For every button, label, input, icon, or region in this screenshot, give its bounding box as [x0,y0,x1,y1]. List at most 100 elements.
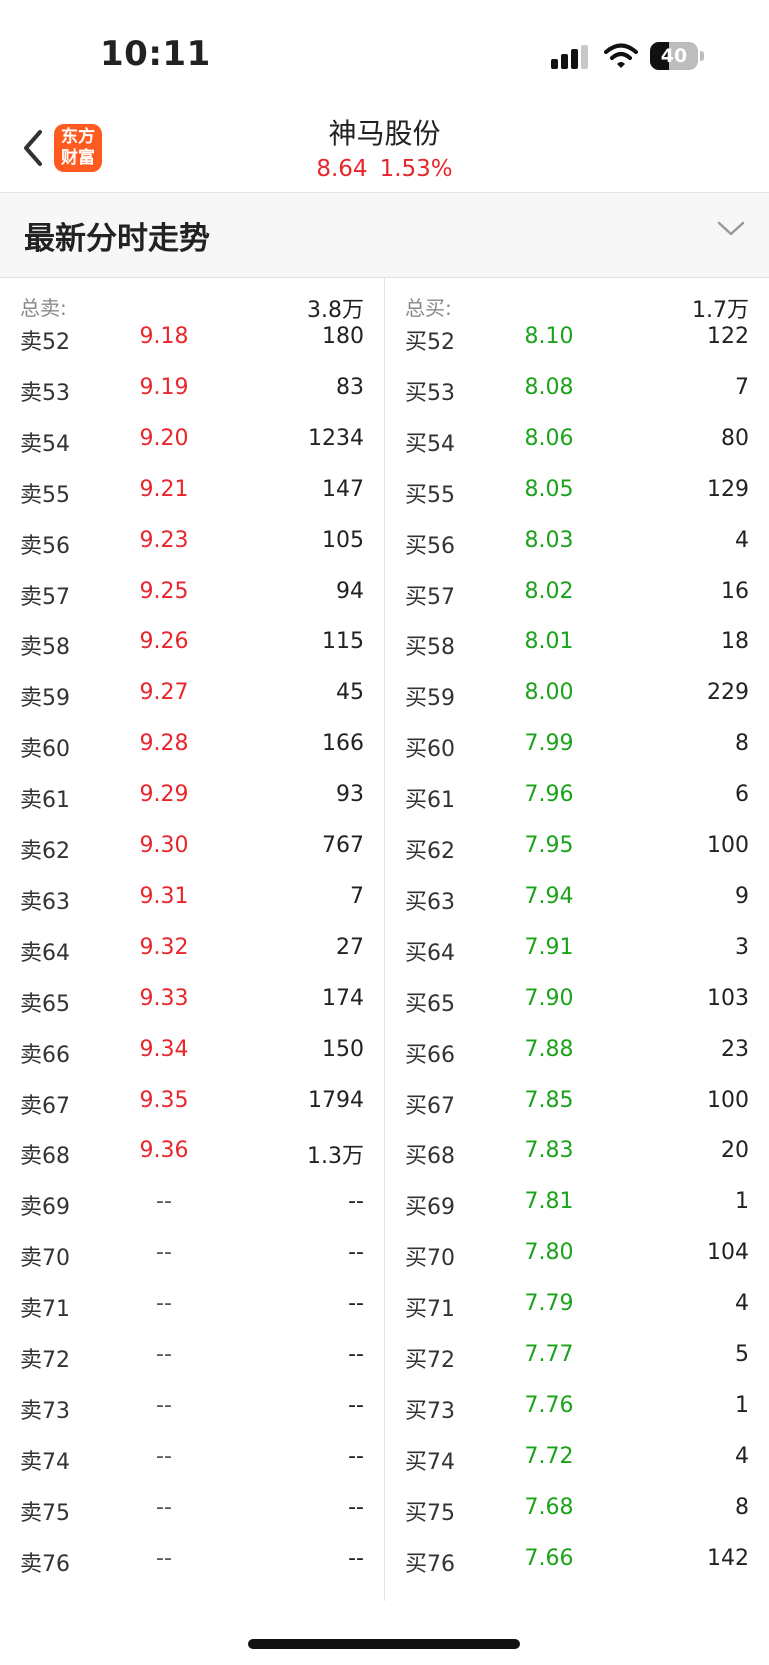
buy-level-row[interactable]: 买74 7.72 4 [385,1432,769,1482]
sell-level-label: 卖56 [20,533,70,559]
buy-level-price: 8.02 [524,578,574,604]
buy-level-volume: 20 [721,1138,749,1164]
buy-level-row[interactable]: 买55 8.05 129 [385,465,769,515]
sell-level-price: 9.18 [139,324,189,349]
sell-level-row[interactable]: 卖59 9.27 45 [0,668,384,718]
sell-level-row[interactable]: 卖68 9.36 1.3万 [0,1126,384,1176]
sell-level-row[interactable]: 卖71 -- -- [0,1279,384,1329]
sell-level-row[interactable]: 卖66 9.34 150 [0,1025,384,1075]
buy-level-volume: 16 [721,578,749,604]
sell-level-row[interactable]: 卖67 9.35 1794 [0,1076,384,1126]
sell-level-row[interactable]: 卖58 9.26 115 [0,617,384,667]
back-button[interactable] [18,126,48,170]
buy-level-price: 7.81 [524,1189,574,1215]
buy-level-volume: 142 [707,1545,749,1571]
sell-level-price: -- [156,1342,172,1367]
buy-level-row[interactable]: 买61 7.96 6 [385,770,769,820]
sell-level-label: 卖58 [20,635,70,661]
sell-level-volume: -- [348,1342,364,1367]
sell-level-row[interactable]: 卖64 9.32 27 [0,923,384,973]
buy-level-row[interactable]: 买69 7.81 1 [385,1177,769,1227]
buy-level-row[interactable]: 买60 7.99 8 [385,719,769,769]
sell-level-row[interactable]: 卖73 -- -- [0,1381,384,1431]
sell-level-label: 卖65 [20,991,70,1017]
buy-level-row[interactable]: 买58 8.01 18 [385,617,769,667]
buy-level-row[interactable]: 买59 8.00 229 [385,668,769,718]
sell-level-row[interactable]: 卖72 -- -- [0,1330,384,1380]
sell-level-price: 9.28 [139,731,189,757]
app-logo[interactable]: 东方 财富 [54,124,102,172]
stock-change-pct: 1.53% [379,156,453,182]
sell-level-label: 卖53 [20,380,70,406]
buy-level-row[interactable]: 买52 8.10 122 [385,312,769,362]
buy-level-row[interactable]: 买62 7.95 100 [385,821,769,871]
buy-level-row[interactable]: 买73 7.76 1 [385,1381,769,1431]
buy-level-row[interactable]: 买67 7.85 100 [385,1076,769,1126]
sell-level-price: 9.35 [139,1087,189,1113]
chevron-down-icon[interactable] [716,219,746,239]
buy-level-label: 买64 [405,940,455,966]
sell-level-row[interactable]: 卖52 9.18 180 [0,312,384,362]
section-header[interactable]: 最新分时走势 [0,193,769,278]
buy-level-row[interactable]: 买56 8.03 4 [385,516,769,566]
sell-level-row[interactable]: 卖74 -- -- [0,1432,384,1482]
buy-level-row[interactable]: 买66 7.88 23 [385,1025,769,1075]
sell-level-volume: 150 [322,1036,364,1062]
sell-level-label: 卖52 [20,330,70,355]
buy-level-row[interactable]: 买72 7.77 5 [385,1330,769,1380]
buy-level-volume: 4 [735,1443,749,1469]
sell-level-label: 卖71 [20,1297,70,1323]
buy-level-row[interactable]: 买68 7.83 20 [385,1126,769,1176]
buy-level-label: 买53 [405,380,455,406]
sell-level-label: 卖76 [20,1551,70,1577]
sell-level-volume: 1794 [308,1087,364,1113]
buy-level-label: 买76 [405,1551,455,1577]
sell-level-row[interactable]: 卖76 -- -- [0,1534,384,1584]
section-title: 最新分时走势 [24,221,210,257]
buy-level-row[interactable]: 买70 7.80 104 [385,1228,769,1278]
buy-level-row[interactable]: 买75 7.68 8 [385,1483,769,1533]
home-indicator [248,1639,520,1649]
sell-level-row[interactable]: 卖65 9.33 174 [0,974,384,1024]
buy-level-row[interactable]: 买63 7.94 9 [385,872,769,922]
sell-level-row[interactable]: 卖62 9.30 767 [0,821,384,871]
buy-level-row[interactable]: 买53 8.08 7 [385,363,769,413]
buy-level-price: 7.99 [524,731,574,757]
sell-level-row[interactable]: 卖75 -- -- [0,1483,384,1533]
sell-level-row[interactable]: 卖53 9.19 83 [0,363,384,413]
buy-level-volume: 1 [735,1392,749,1418]
sell-level-row[interactable]: 卖61 9.29 93 [0,770,384,820]
sell-level-label: 卖66 [20,1042,70,1068]
sell-level-row[interactable]: 卖54 9.20 1234 [0,414,384,464]
buy-level-price: 8.00 [524,680,574,706]
buy-level-label: 买74 [405,1449,455,1475]
buy-level-row[interactable]: 买54 8.06 80 [385,414,769,464]
sell-level-label: 卖69 [20,1195,70,1221]
sell-total-value: 3.8万 [307,298,364,323]
buy-level-price: 7.91 [524,934,574,960]
sell-level-volume: 94 [336,578,364,604]
sell-level-row[interactable]: 卖56 9.23 105 [0,516,384,566]
sell-level-volume: 93 [336,782,364,808]
buy-level-price: 7.90 [524,985,574,1011]
sell-level-row[interactable]: 卖69 -- -- [0,1177,384,1227]
buy-level-row[interactable]: 买76 7.66 142 [385,1534,769,1584]
buy-level-label: 买69 [405,1195,455,1221]
sell-level-row[interactable]: 卖55 9.21 147 [0,465,384,515]
buy-level-row[interactable]: 买64 7.91 3 [385,923,769,973]
sell-level-volume: 174 [322,985,364,1011]
sell-level-price: -- [156,1240,172,1266]
sell-level-row[interactable]: 卖70 -- -- [0,1228,384,1278]
buy-level-row[interactable]: 买65 7.90 103 [385,974,769,1024]
buy-level-price: 7.83 [524,1138,574,1164]
buy-level-row[interactable]: 买57 8.02 16 [385,567,769,617]
buy-level-label: 买67 [405,1093,455,1119]
sell-level-row[interactable]: 卖60 9.28 166 [0,719,384,769]
sell-level-price: -- [156,1443,172,1469]
buy-level-label: 买63 [405,889,455,915]
sell-level-price: 9.33 [139,985,189,1011]
sell-level-row[interactable]: 卖57 9.25 94 [0,567,384,617]
buy-level-volume: 18 [721,629,749,655]
sell-level-row[interactable]: 卖63 9.31 7 [0,872,384,922]
buy-level-row[interactable]: 买71 7.79 4 [385,1279,769,1329]
